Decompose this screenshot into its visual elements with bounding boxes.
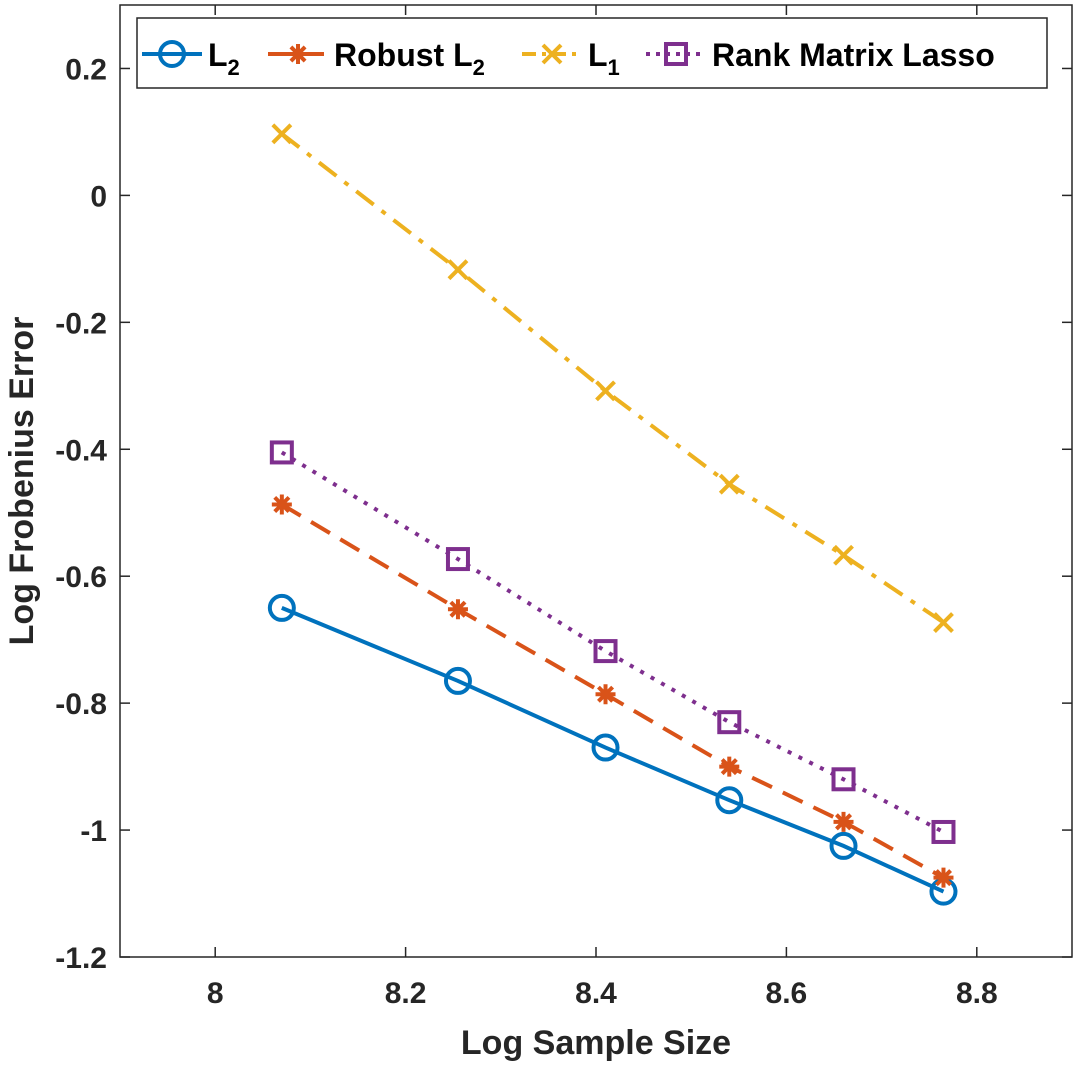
series-4 <box>269 440 956 844</box>
legend-marker <box>288 44 308 64</box>
legend-label: Robust L2 <box>334 37 485 80</box>
legend: L2 Robust L2 L1 Rank Matrix Lasso <box>136 17 1048 89</box>
series-3 <box>271 123 954 633</box>
series-layer <box>267 123 958 906</box>
y-tick-label: -1 <box>80 815 107 848</box>
x-tick-label: 8.8 <box>956 977 998 1010</box>
data-point <box>593 639 618 664</box>
legend-marker <box>158 40 186 68</box>
data-point <box>447 599 468 620</box>
data-point <box>591 733 620 762</box>
x-tick-label: 8.6 <box>766 977 808 1010</box>
y-tick-label: 0.2 <box>65 53 107 86</box>
y-tick-label: -0.6 <box>55 561 107 594</box>
x-ticks: 8 8.2 8.4 8.6 8.8 <box>207 5 998 1010</box>
data-point <box>445 547 470 572</box>
x-axis-label: Log Sample Size <box>461 1024 731 1062</box>
x-tick-label: 8 <box>207 977 224 1010</box>
series-line <box>280 132 945 625</box>
y-tick-label: -1.2 <box>55 942 107 975</box>
data-point <box>447 259 469 281</box>
data-point <box>933 867 954 888</box>
legend-marker <box>541 43 563 65</box>
legend-label: Rank Matrix Lasso <box>712 37 995 73</box>
series-line <box>280 502 945 880</box>
legend-entry-1: L2 <box>142 37 240 80</box>
x-tick-label: 8.4 <box>575 977 617 1010</box>
data-point <box>715 786 744 815</box>
legend-label: L1 <box>588 37 620 80</box>
legend-entry-3: L1 <box>522 37 620 80</box>
series-line <box>280 450 945 834</box>
data-point <box>833 811 854 832</box>
data-point <box>829 831 858 860</box>
data-point <box>595 684 616 705</box>
legend-entry-2: Robust L2 <box>268 37 485 80</box>
data-point <box>269 440 294 465</box>
legend-marker <box>664 42 688 66</box>
y-axis-label: Log Frobenius Error <box>3 317 41 646</box>
plot-area <box>120 5 1072 957</box>
data-point <box>831 767 856 792</box>
data-point <box>833 544 854 566</box>
y-tick-label: -0.4 <box>55 434 107 467</box>
y-tick-label: -0.8 <box>55 688 107 721</box>
data-point <box>595 380 616 402</box>
series-line <box>281 606 945 894</box>
data-point <box>271 494 292 515</box>
data-point <box>271 123 293 145</box>
legend-entry-4: Rank Matrix Lasso <box>646 37 995 73</box>
data-point <box>717 710 742 735</box>
data-point <box>933 612 954 633</box>
data-point <box>443 666 472 695</box>
y-tick-label: 0 <box>90 180 107 213</box>
legend-label: L2 <box>208 37 240 80</box>
data-point <box>719 756 740 777</box>
y-tick-label: -0.2 <box>55 307 107 340</box>
y-ticks: 0.2 0 -0.2 -0.4 -0.6 -0.8 -1 -1.2 <box>55 53 1072 975</box>
data-point <box>718 473 740 495</box>
data-point <box>267 593 296 622</box>
data-point <box>931 819 956 844</box>
series-2 <box>271 494 954 888</box>
x-tick-label: 8.2 <box>385 977 427 1010</box>
